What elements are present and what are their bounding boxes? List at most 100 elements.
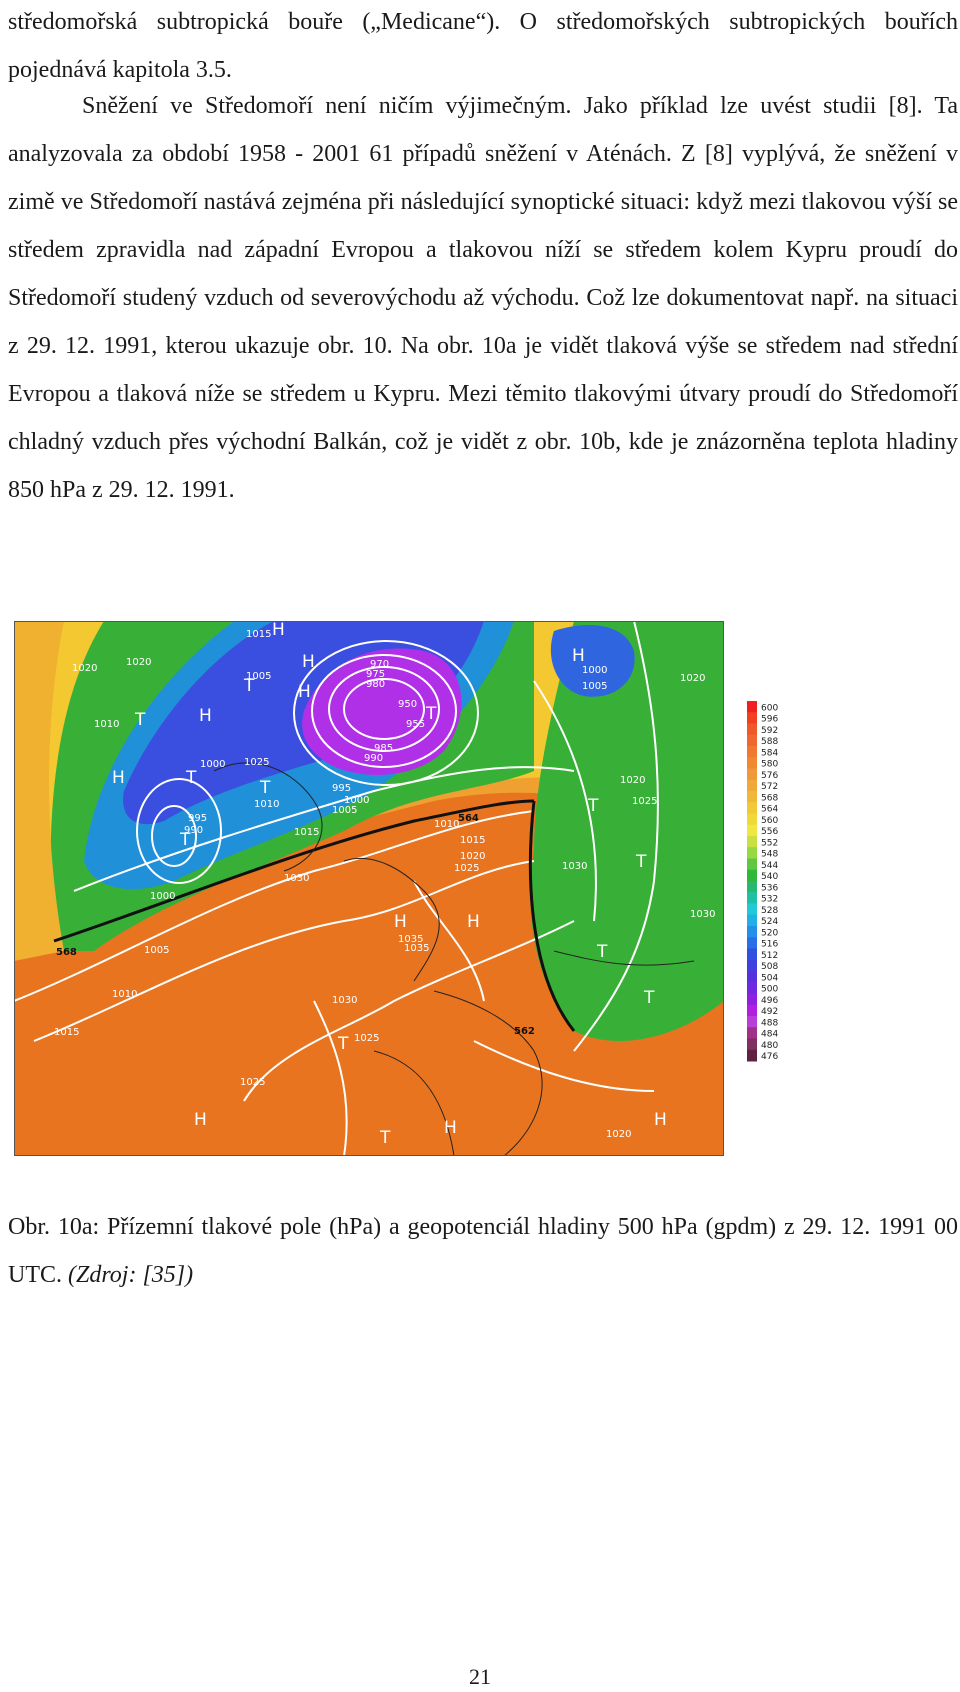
legend-swatch (747, 1027, 757, 1039)
isobar-label: 985 (374, 743, 393, 754)
isobar-label: 1020 (680, 673, 705, 684)
isobar-label: 1005 (246, 671, 271, 682)
legend-label: 536 (761, 883, 778, 893)
low-pressure-symbol: T (243, 676, 255, 696)
contour-label: 562 (514, 1026, 535, 1037)
isobar-label: 970 (370, 659, 389, 670)
isobar-label: 1025 (454, 863, 479, 874)
legend-label: 500 (761, 985, 778, 995)
legend-label: 508 (761, 962, 778, 972)
legend-swatch (747, 1038, 757, 1051)
isobar-label: 1015 (460, 835, 485, 846)
legend-label: 520 (761, 928, 778, 938)
legend-swatch (747, 824, 757, 837)
low-pressure-symbol: T (379, 1128, 391, 1148)
legend-swatch (747, 869, 757, 882)
legend-label: 592 (761, 726, 778, 736)
legend-label: 580 (761, 760, 778, 770)
low-pressure-symbol: T (337, 1034, 349, 1054)
isobar-label: 1000 (344, 795, 369, 806)
isobar-label: 980 (366, 679, 385, 690)
isobar-label: 955 (406, 719, 425, 730)
contour-label: 568 (56, 947, 77, 958)
legend-swatch (747, 757, 757, 769)
legend-swatch (747, 1016, 757, 1028)
legend-label: 484 (761, 1030, 778, 1040)
legend-swatch (747, 847, 757, 859)
high-pressure-symbol: H (467, 912, 480, 932)
low-pressure-symbol: T (596, 942, 608, 962)
legend-label: 492 (761, 1007, 778, 1017)
figure-caption: Obr. 10a: Přízemní tlakové pole (hPa) a … (8, 1203, 958, 1299)
legend-label: 596 (761, 715, 778, 725)
legend-swatch (747, 712, 757, 724)
high-pressure-symbol: H (572, 646, 585, 666)
legend-swatch (747, 1049, 757, 1062)
isobar-label: 1010 (434, 819, 459, 830)
low-pressure-symbol: T (587, 796, 599, 816)
isobar-label: 1015 (54, 1027, 79, 1038)
isobar-label: 1020 (126, 657, 151, 668)
legend-swatch (747, 746, 757, 758)
isobar-label: 950 (398, 699, 417, 710)
legend-label: 504 (761, 973, 778, 983)
legend-label: 552 (761, 838, 778, 848)
body-paragraph-2: Sněžení ve Středomoří není ničím výjimeč… (8, 93, 958, 503)
legend-label: 548 (761, 850, 778, 860)
legend-label: 576 (761, 771, 778, 781)
legend-swatch (747, 836, 757, 848)
isobar-label: 1025 (354, 1033, 379, 1044)
caption-source: (Zdroj: [35]) (68, 1262, 194, 1288)
high-pressure-symbol: H (199, 706, 212, 726)
high-pressure-symbol: H (112, 768, 125, 788)
legend-label: 476 (761, 1052, 778, 1062)
isobar-label: 1000 (200, 759, 225, 770)
legend-label: 496 (761, 996, 778, 1006)
legend-label: 560 (761, 816, 778, 826)
high-pressure-symbol: H (444, 1118, 457, 1138)
high-pressure-symbol: H (654, 1110, 667, 1130)
legend-label: 524 (761, 917, 778, 927)
isobar-label: 975 (366, 669, 385, 680)
low-pressure-symbol: T (643, 988, 655, 1008)
contour-label: 564 (458, 813, 479, 824)
high-pressure-symbol: H (194, 1110, 207, 1130)
isobar-label: 1000 (150, 891, 175, 902)
isobar-label: 1030 (284, 873, 309, 884)
isobar-label: 995 (332, 783, 351, 794)
isobar-label: 995 (188, 813, 207, 824)
low-pressure-symbol: T (134, 710, 146, 730)
legend-swatch (747, 959, 757, 972)
low-pressure-symbol: T (185, 768, 197, 788)
isobar-label: 1025 (240, 1077, 265, 1088)
legend-label: 588 (761, 737, 778, 747)
legend-swatch (747, 1004, 757, 1017)
legend-swatch (747, 881, 757, 893)
legend-label: 516 (761, 940, 778, 950)
isobar-label: 1010 (112, 989, 137, 1000)
legend-swatch (747, 993, 757, 1006)
legend-swatch (747, 779, 757, 792)
isobar-label: 1015 (246, 629, 271, 640)
legend-label: 480 (761, 1041, 778, 1051)
high-pressure-symbol: H (302, 652, 315, 672)
isobar-label: 990 (184, 825, 203, 836)
isobar-label: 1020 (620, 775, 645, 786)
legend-swatch (747, 813, 757, 826)
isobar-label: 1020 (460, 851, 485, 862)
legend-label: 488 (761, 1018, 778, 1028)
legend-label: 568 (761, 793, 778, 803)
legend-label: 572 (761, 782, 778, 792)
isobar-label: 1035 (404, 943, 429, 954)
isobar-label: 1025 (244, 757, 269, 768)
caption-text: Obr. 10a: Přízemní tlakové pole (hPa) a … (8, 1214, 958, 1288)
isobar-label: 1020 (72, 663, 97, 674)
legend-label: 528 (761, 906, 778, 916)
low-pressure-symbol: T (425, 704, 437, 724)
legend-swatch (747, 926, 757, 938)
isobar-label: 1030 (690, 909, 715, 920)
legend-swatch (747, 903, 757, 916)
legend-label: 584 (761, 748, 778, 758)
legend-swatch (747, 858, 757, 871)
